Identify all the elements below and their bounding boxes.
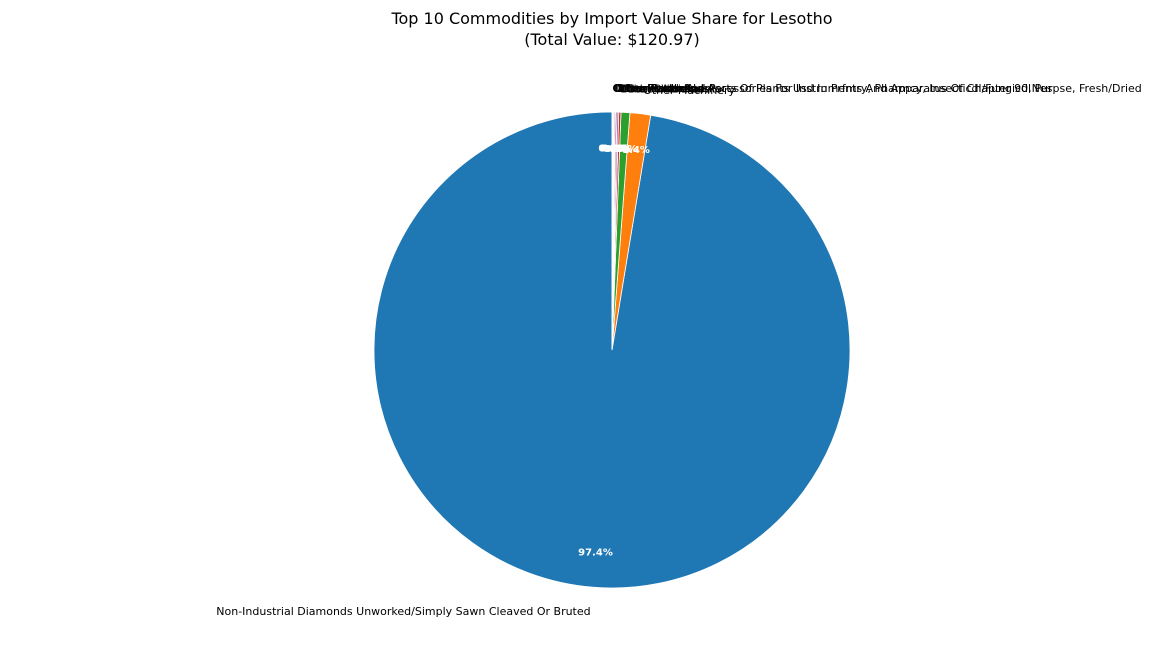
slice-percent-2: 1.4% [622, 145, 650, 156]
slice-label-10: Other Plants And Parts Of Plants Usd In … [612, 82, 1141, 95]
slice-percent-4: 0.1% [605, 144, 633, 155]
slice-percent-6: 0.1% [602, 144, 630, 155]
slice-label-3: Other Articles [627, 83, 703, 96]
slice-percent-9: 0.0% [599, 144, 627, 155]
slice-percent-7: 0.1% [601, 144, 629, 155]
chart-subtitle: (Total Value: $120.97) [524, 30, 700, 49]
slice-label-6: Other Parts And Accessories For Instrume… [617, 82, 1053, 95]
slice-label-5: Other Chemicals [618, 82, 710, 95]
slice-label-7: Other Goods Nes [615, 82, 709, 95]
chart-title: Top 10 Commodities by Import Value Share… [390, 9, 832, 28]
pie-slice-10 [611, 111, 613, 351]
slice-percent-3: 0.6% [610, 144, 638, 155]
slice-label-9: Other Products [613, 82, 695, 95]
pie-slice-1 [373, 111, 851, 589]
slice-label-4: Other Instruments [621, 82, 722, 95]
slice-percent-8: 0.1% [600, 144, 628, 155]
slice-label-1: Non-Industrial Diamonds Unworked/Simply … [216, 605, 590, 618]
slice-labels: Non-Industrial Diamonds Unworked/Simply … [216, 82, 1142, 618]
slice-label-8: Other Textiles [614, 82, 690, 95]
slice-percent-labels: 97.4%1.4%0.6%0.1%0.1%0.1%0.1%0.1%0.0%0.0… [578, 144, 650, 559]
slice-percent-1: 97.4% [578, 548, 613, 559]
slice-label-2: Other Machinery [643, 84, 735, 97]
slice-percent-5: 0.1% [603, 144, 631, 155]
pie-slices [373, 111, 851, 589]
slice-percent-10: 0.0% [598, 144, 626, 155]
